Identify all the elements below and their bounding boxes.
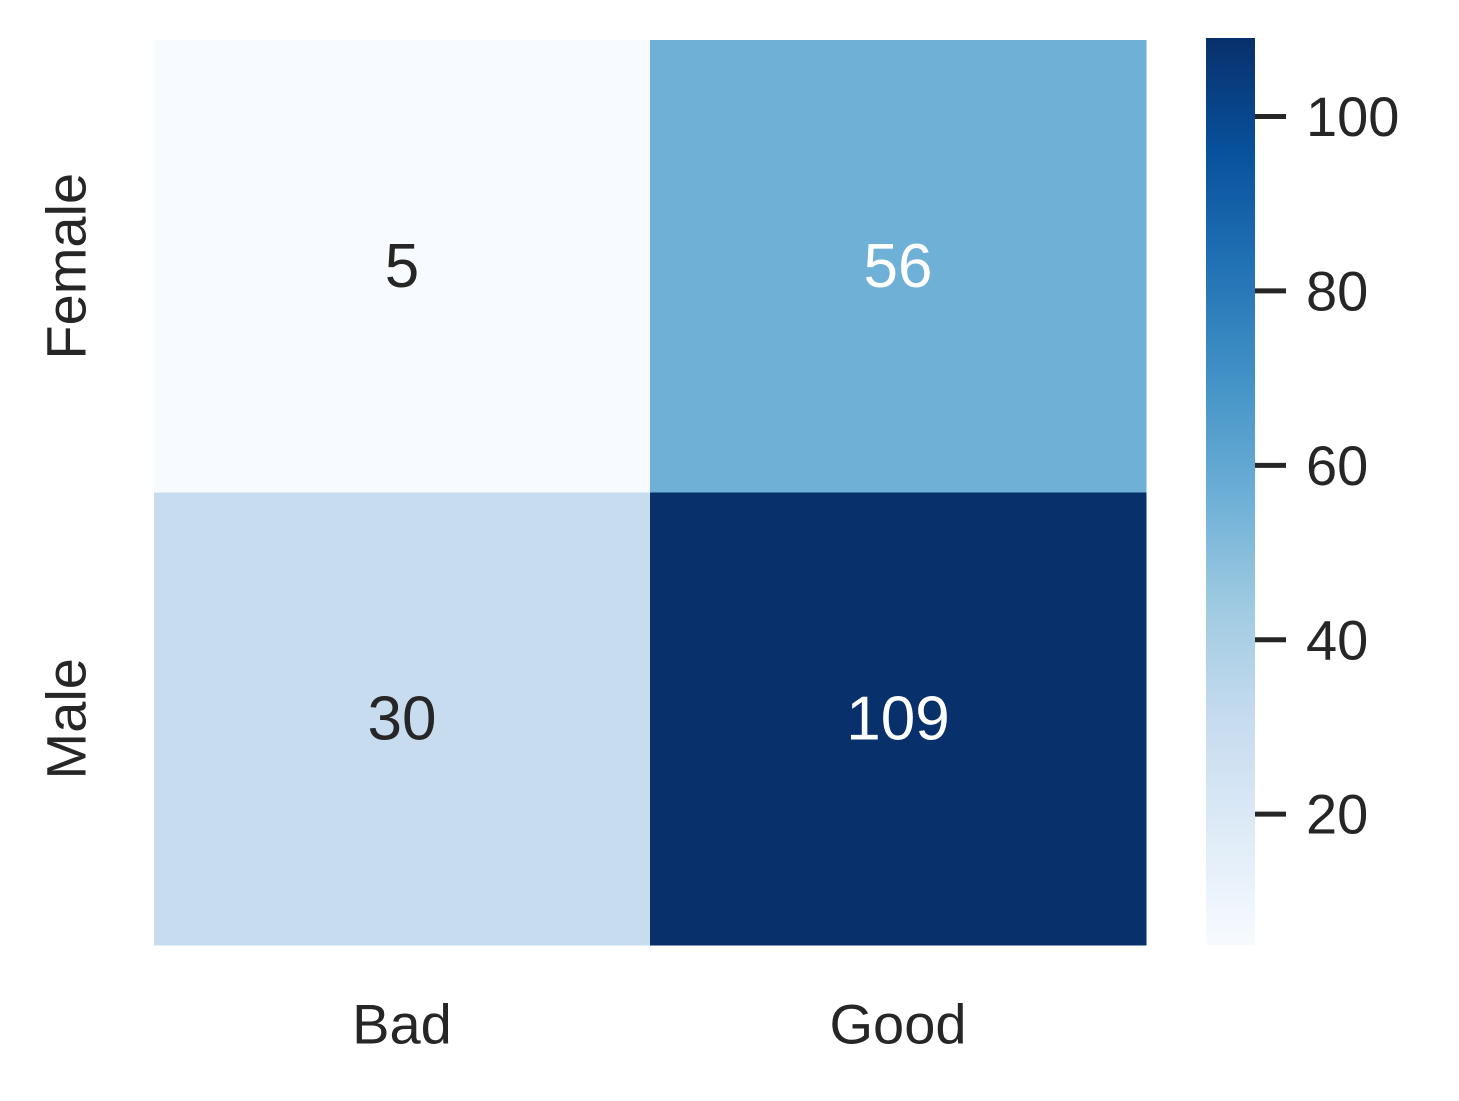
- cell-value-label: 56: [864, 232, 933, 301]
- cell-value-label: 109: [846, 684, 949, 753]
- colorbar-tick-label: 40: [1306, 608, 1368, 671]
- colorbar-gradient: [1206, 38, 1255, 945]
- heatmap-cell: [650, 492, 1147, 946]
- row-labels: Female Male: [35, 173, 98, 780]
- heatmap-cell: [154, 40, 651, 493]
- heatmap-cell: [154, 492, 651, 946]
- column-label: Good: [830, 993, 967, 1056]
- heatmap-cells: [154, 40, 1147, 946]
- column-label: Bad: [352, 993, 452, 1056]
- cell-annotations: 5 56 30 109: [368, 232, 950, 754]
- colorbar-tick-label: 80: [1306, 259, 1368, 322]
- colorbar-tick-label: 20: [1306, 783, 1368, 846]
- row-label: Female: [35, 173, 98, 360]
- cell-value-label: 30: [368, 684, 437, 753]
- colorbar: 20 40 60 80 100: [1206, 38, 1399, 945]
- colorbar-tick-label: 60: [1306, 434, 1368, 497]
- heatmap-cell: [650, 40, 1147, 493]
- colorbar-tick-label: 100: [1306, 85, 1399, 148]
- row-label: Male: [35, 658, 98, 779]
- cell-value-label: 5: [385, 232, 419, 301]
- column-labels: Bad Good: [352, 993, 966, 1056]
